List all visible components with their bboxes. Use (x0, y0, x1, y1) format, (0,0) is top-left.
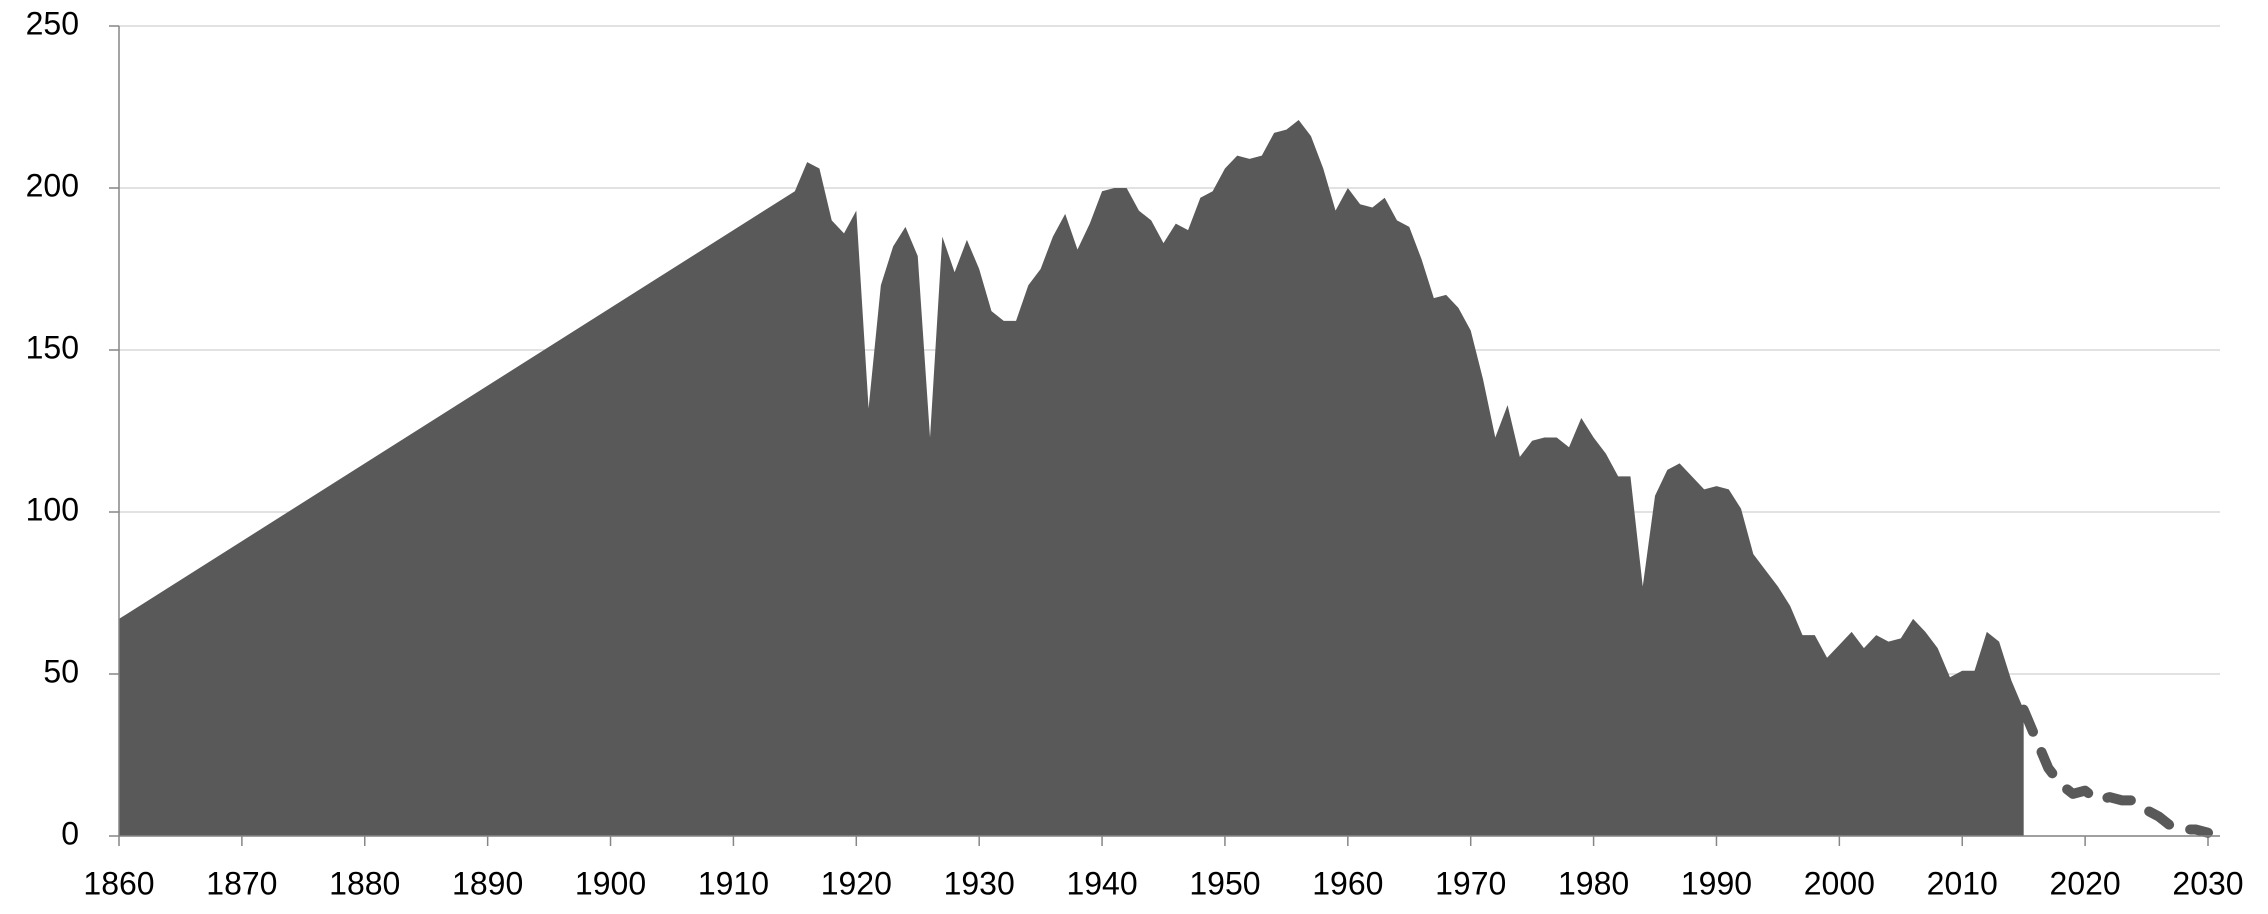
x-tick-label: 1950 (1189, 865, 1260, 901)
x-tick-label: 1940 (1066, 865, 1137, 901)
x-tick-label: 1920 (821, 865, 892, 901)
y-tick-label: 150 (26, 329, 79, 365)
x-tick-label: 1970 (1435, 865, 1506, 901)
y-tick-label: 50 (43, 653, 79, 689)
x-tick-label: 2020 (2050, 865, 2121, 901)
x-tick-label: 1890 (452, 865, 523, 901)
area (119, 119, 2024, 836)
y-tick-label: 250 (26, 5, 79, 41)
x-tick-label: 1860 (83, 865, 154, 901)
x-tick-label: 1990 (1681, 865, 1752, 901)
x-tick-label: 1910 (698, 865, 769, 901)
y-tick-label: 100 (26, 491, 79, 527)
x-tick-label: 1870 (206, 865, 277, 901)
x-tick-label: 1880 (329, 865, 400, 901)
x-tick-label: 1960 (1312, 865, 1383, 901)
y-tick-label: 200 (26, 167, 79, 203)
x-tick-label: 2030 (2172, 865, 2243, 901)
x-tick-label: 2000 (1804, 865, 1875, 901)
x-tick-label: 1900 (575, 865, 646, 901)
x-tick-label: 2010 (1927, 865, 1998, 901)
y-tick-label: 0 (61, 815, 79, 851)
line (2018, 704, 2213, 838)
x-tick-label: 1980 (1558, 865, 1629, 901)
x-tick-label: 1930 (944, 865, 1015, 901)
